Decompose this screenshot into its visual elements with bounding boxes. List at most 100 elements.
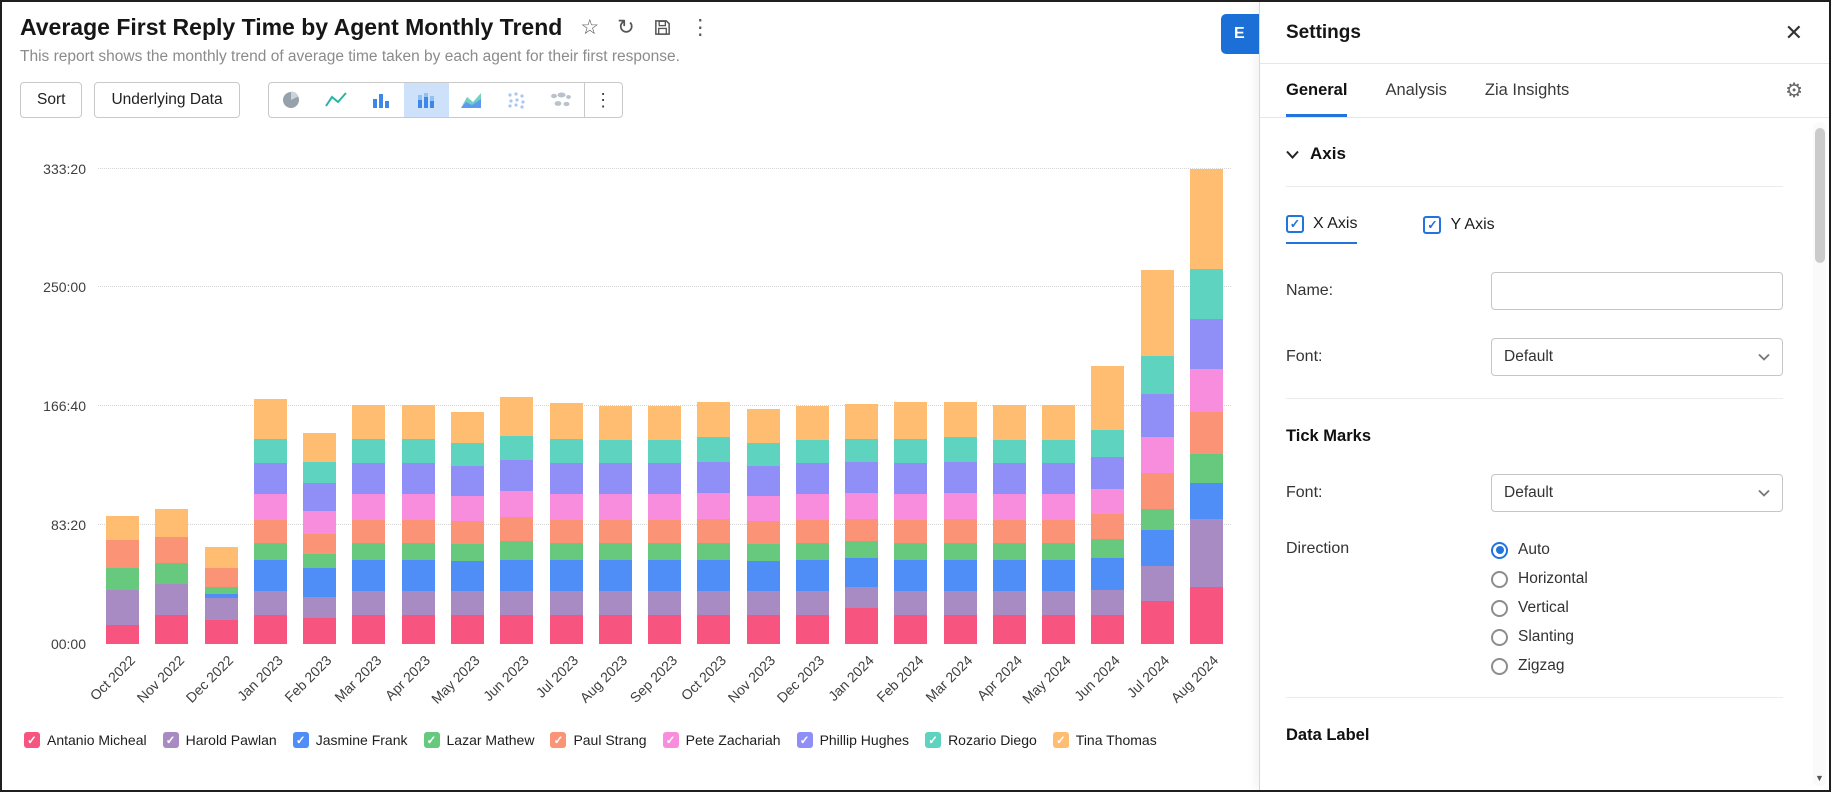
bar-segment[interactable] [253, 494, 287, 520]
bar-segment[interactable] [1140, 565, 1174, 602]
export-button[interactable]: E [1221, 14, 1259, 54]
legend-checkbox-icon[interactable]: ✓ [162, 732, 179, 748]
bar-segment[interactable] [303, 433, 337, 462]
legend-checkbox-icon[interactable]: ✓ [24, 732, 40, 748]
bar-segment[interactable] [1042, 591, 1076, 616]
direction-option-auto[interactable]: Auto [1491, 541, 1588, 559]
bar-segment[interactable] [155, 508, 189, 538]
legend-item[interactable]: ✓ Jasmine Frank [292, 732, 408, 748]
radio-icon[interactable] [1491, 657, 1508, 675]
bar-segment[interactable] [450, 495, 484, 522]
bar-segment[interactable] [1042, 462, 1076, 495]
bar-segment[interactable] [352, 615, 386, 644]
bar-segment[interactable] [253, 542, 287, 560]
map-chart-icon[interactable] [539, 83, 584, 117]
legend-item[interactable]: ✓ Pete Zachariah [662, 732, 781, 748]
bar-segment[interactable] [598, 405, 632, 441]
bar-segment[interactable] [1091, 430, 1125, 458]
bar-segment[interactable] [1189, 318, 1223, 369]
bar-segment[interactable] [894, 519, 928, 543]
bar-segment[interactable] [1091, 538, 1125, 559]
axis-section-header[interactable]: Axis [1286, 144, 1783, 164]
scroll-down-icon[interactable]: ▼ [1815, 773, 1824, 783]
bar-segment[interactable] [697, 542, 731, 560]
bar-segment[interactable] [303, 461, 337, 483]
legend-item[interactable]: ✓ Lazar Mathew [423, 732, 534, 748]
area-chart-icon[interactable] [449, 83, 494, 117]
bar-segment[interactable] [450, 465, 484, 496]
bar-segment[interactable] [1189, 518, 1223, 587]
axis-font-select[interactable]: Default [1491, 338, 1783, 376]
bar-segment[interactable] [401, 615, 435, 644]
bar-segment[interactable] [648, 440, 682, 463]
bar-segment[interactable] [598, 519, 632, 543]
bar-dec-2023[interactable] [795, 152, 829, 644]
bar-segment[interactable] [598, 462, 632, 495]
bar-segment[interactable] [943, 461, 977, 493]
bar-segment[interactable] [697, 615, 731, 644]
bar-segment[interactable] [1091, 514, 1125, 539]
bar-segment[interactable] [450, 411, 484, 443]
bar-segment[interactable] [697, 492, 731, 519]
bar-aug-2023[interactable] [598, 152, 632, 644]
bar-segment[interactable] [204, 619, 238, 644]
tab-general[interactable]: General [1286, 64, 1348, 117]
bar-segment[interactable] [253, 398, 287, 439]
bar-segment[interactable] [500, 435, 534, 461]
bar-segment[interactable] [648, 405, 682, 441]
save-icon[interactable] [653, 18, 672, 37]
bar-segment[interactable] [648, 494, 682, 520]
bar-segment[interactable] [303, 554, 337, 569]
bar-segment[interactable] [549, 438, 583, 463]
bar-jun-2024[interactable] [1091, 152, 1125, 644]
bar-segment[interactable] [204, 547, 238, 569]
bar-segment[interactable] [401, 404, 435, 439]
y-axis-toggle[interactable]: ✓ Y Axis [1423, 215, 1495, 244]
bar-segment[interactable] [450, 442, 484, 466]
legend-item[interactable]: ✓ Paul Strang [550, 732, 647, 748]
bar-segment[interactable] [894, 438, 928, 463]
bar-segment[interactable] [943, 518, 977, 543]
bar-segment[interactable] [500, 397, 534, 436]
bar-segment[interactable] [450, 544, 484, 562]
legend-item[interactable]: ✓ Rozario Diego [925, 732, 1037, 748]
bar-segment[interactable] [746, 442, 780, 466]
bar-segment[interactable] [746, 615, 780, 644]
bar-apr-2024[interactable] [992, 152, 1026, 644]
bar-segment[interactable] [106, 589, 140, 626]
bar-mar-2024[interactable] [943, 152, 977, 644]
bar-segment[interactable] [1140, 529, 1174, 566]
bar-segment[interactable] [598, 615, 632, 644]
bar-segment[interactable] [1091, 488, 1125, 515]
bar-segment[interactable] [697, 518, 731, 543]
bar-segment[interactable] [549, 591, 583, 616]
bar-segment[interactable] [1140, 355, 1174, 395]
bar-segment[interactable] [648, 462, 682, 495]
bar-segment[interactable] [1189, 368, 1223, 412]
bar-segment[interactable] [1189, 269, 1223, 319]
bar-jan-2024[interactable] [845, 152, 879, 644]
bar-segment[interactable] [598, 440, 632, 463]
bar-segment[interactable] [1140, 394, 1174, 438]
direction-option-slanting[interactable]: Slanting [1491, 628, 1588, 646]
bar-segment[interactable] [1189, 411, 1223, 455]
bar-aug-2024[interactable] [1189, 152, 1223, 644]
bar-segment[interactable] [943, 559, 977, 592]
bar-segment[interactable] [401, 591, 435, 616]
bar-segment[interactable] [450, 591, 484, 616]
bar-segment[interactable] [648, 542, 682, 560]
bar-mar-2023[interactable] [352, 152, 386, 644]
bar-segment[interactable] [992, 404, 1026, 441]
bar-chart-icon[interactable] [359, 83, 404, 117]
axis-name-input[interactable] [1491, 272, 1783, 310]
bar-segment[interactable] [500, 517, 534, 542]
bar-segment[interactable] [106, 515, 140, 540]
bar-segment[interactable] [352, 519, 386, 543]
bar-segment[interactable] [352, 542, 386, 560]
bar-segment[interactable] [401, 438, 435, 463]
bar-segment[interactable] [401, 542, 435, 560]
bar-segment[interactable] [204, 598, 238, 620]
bar-segment[interactable] [253, 559, 287, 592]
bar-dec-2022[interactable] [204, 152, 238, 644]
sort-button[interactable]: Sort [20, 82, 83, 118]
